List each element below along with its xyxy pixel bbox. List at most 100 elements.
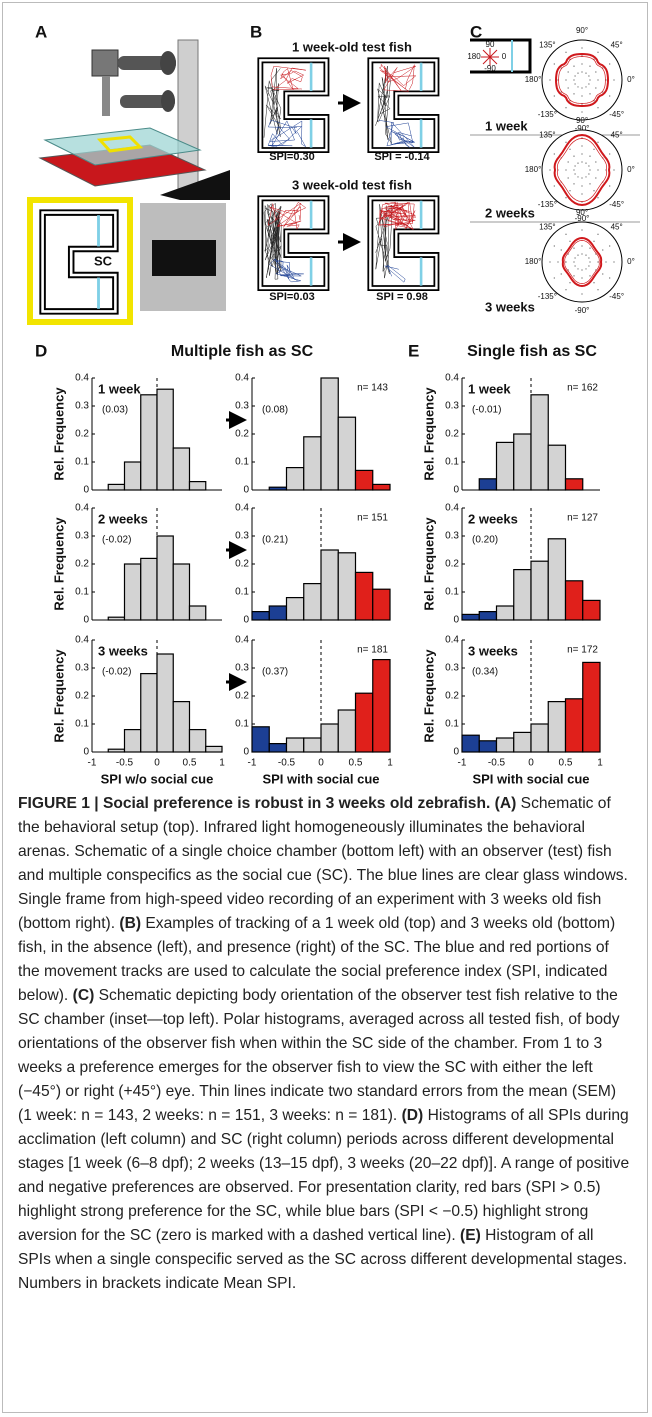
y-tick-label: 0 (83, 485, 89, 496)
polar-grid (585, 176, 586, 177)
x-tick-label: -0.5 (278, 758, 296, 769)
polar-grid (593, 149, 594, 150)
bar (157, 654, 173, 752)
y-tick-label: 0.1 (445, 587, 459, 598)
bar (287, 468, 304, 490)
polar-angle: -45° (609, 292, 624, 301)
page: A B C D E SC 1 week-old test fish 3 week… (0, 0, 652, 1417)
polar-grid (589, 275, 590, 276)
x-tick-label: -1 (248, 758, 257, 769)
age-label: 1 week (98, 381, 141, 396)
polar-grid (569, 190, 570, 191)
bar (566, 581, 583, 620)
polar-grid (561, 249, 562, 250)
polar-grid (577, 176, 578, 177)
bar (125, 730, 141, 752)
polar-grid (585, 268, 586, 269)
bar (548, 539, 565, 620)
polar-grid (549, 169, 550, 170)
y-axis-label: Rel. Frequency (421, 649, 436, 743)
x-axis-label: SPI w/o social cue (101, 771, 214, 786)
polar-angle: -45° (609, 200, 624, 209)
bar (566, 699, 583, 752)
bar (462, 735, 479, 752)
y-tick-label: 0.3 (445, 663, 459, 674)
polar-grid (554, 95, 555, 96)
age-label: 3 weeks (485, 299, 535, 314)
caption-panel-label: (D) (402, 1107, 424, 1124)
tracking-arenas (260, 60, 436, 288)
age-label: 3 weeks (468, 643, 518, 658)
y-tick-label: 0.4 (445, 373, 459, 384)
y-tick-label: 0.4 (75, 635, 89, 646)
bar (566, 479, 583, 490)
polar-angle: -90° (575, 306, 590, 315)
caption-title: FIGURE 1 | Social preference is robust i… (18, 795, 490, 812)
polar-grid (597, 142, 598, 143)
panel-label: A (35, 22, 47, 41)
polar-angle: 180° (525, 257, 542, 266)
inset-angle: 0 (502, 52, 507, 61)
y-tick-label: 0.4 (445, 635, 459, 646)
polar-grid (565, 197, 566, 198)
y-tick-label: 0 (243, 747, 249, 758)
polar-grid (581, 153, 582, 154)
bar (514, 570, 531, 620)
y-tick-label: 0.2 (235, 559, 249, 570)
bar (304, 437, 321, 490)
bar (190, 606, 206, 620)
y-tick-label: 0 (453, 485, 459, 496)
bar (356, 470, 373, 490)
y-tick-label: 0.1 (75, 719, 89, 730)
bar (321, 724, 338, 752)
polar-grid (613, 169, 614, 170)
y-tick-label: 0.1 (235, 457, 249, 468)
polar-grid (581, 269, 582, 270)
polar-grid (609, 95, 610, 96)
polar-angle: 90° (576, 26, 588, 35)
inset-angle: 90 (486, 40, 495, 49)
polar-grid (577, 162, 578, 163)
polar-grid (561, 273, 562, 274)
polar-grid (585, 162, 586, 163)
y-tick-label: 0.4 (235, 373, 249, 384)
polar-angle: 45° (611, 130, 623, 139)
video-frame (152, 240, 216, 276)
x-tick-label: -0.5 (116, 758, 134, 769)
polar-grid (565, 289, 566, 290)
panel-b-title: 3 week-old test fish (292, 177, 412, 192)
caption-panel-label: (C) (73, 987, 95, 1004)
polar-angle: -135° (538, 200, 557, 209)
inset-angle: 180 (467, 52, 481, 61)
bar (338, 553, 355, 620)
bar (548, 445, 565, 490)
polar-angle: 90° (576, 116, 588, 125)
x-tick-label: 0 (154, 758, 160, 769)
y-tick-label: 0.3 (235, 663, 249, 674)
polar-grid (581, 193, 582, 194)
caption-panel-label: (B) (119, 915, 141, 932)
bar (479, 741, 496, 752)
bar (287, 738, 304, 752)
polar-grid (581, 253, 582, 254)
polar-grid (595, 71, 596, 72)
polar-grid (581, 229, 582, 230)
polar-grid (573, 93, 574, 94)
polar-grid (589, 261, 590, 262)
x-tick-label: 0.5 (183, 758, 197, 769)
y-tick-label: 0.2 (445, 429, 459, 440)
section-title: Multiple fish as SC (171, 343, 314, 360)
bar (462, 614, 479, 620)
polar-grid (585, 86, 586, 87)
bar (531, 724, 548, 752)
caption-body: (A) Schematic of the behavioral setup (t… (18, 795, 629, 1292)
polar-grid (588, 257, 589, 258)
n-label: n= 162 (567, 383, 598, 394)
n-label: n= 181 (357, 645, 388, 656)
polar-angle: -45° (609, 110, 624, 119)
polar-grid (597, 79, 598, 80)
y-tick-label: 0.2 (445, 559, 459, 570)
n-label: n= 172 (567, 645, 598, 656)
polar-grid (581, 63, 582, 64)
polar-plots: 90°45°0°-45°-90°-135°180°135°90°45°0°-45… (525, 26, 635, 315)
